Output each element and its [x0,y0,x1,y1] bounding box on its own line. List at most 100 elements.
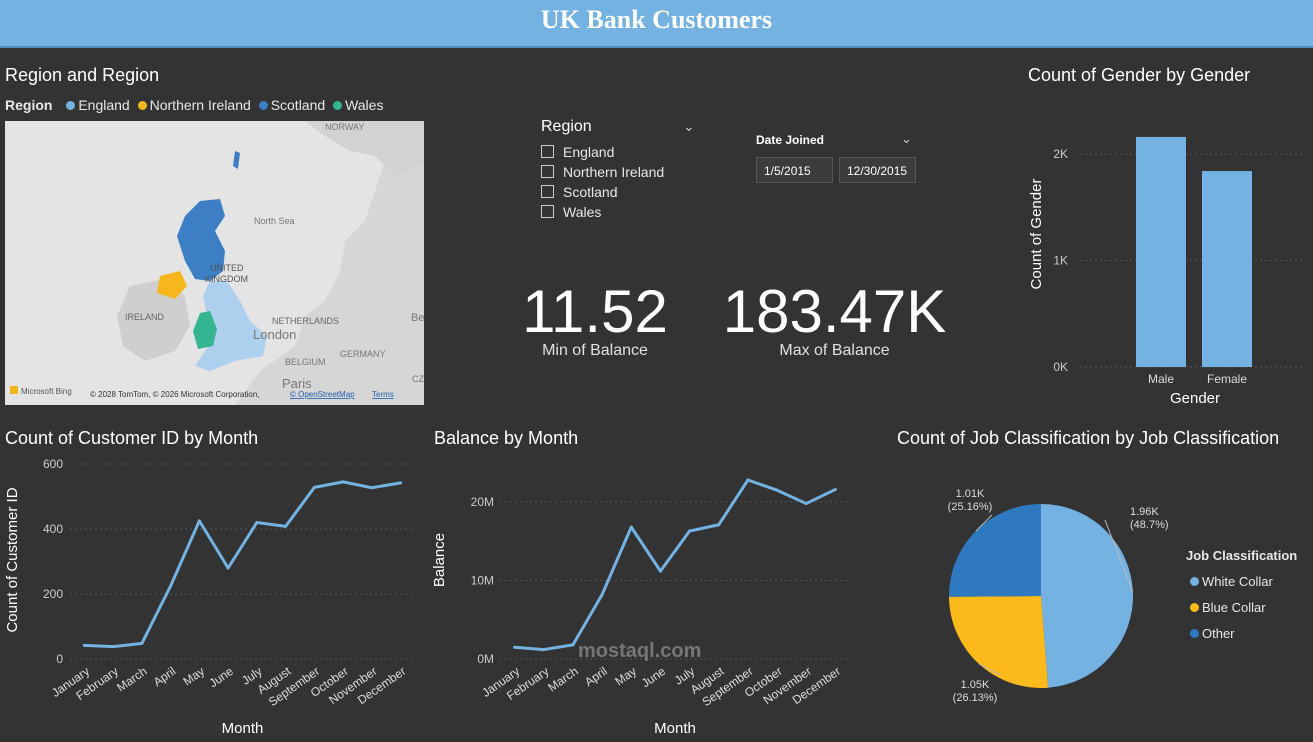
job-chart-title: Count of Job Classification by Job Class… [897,428,1280,448]
svg-text:IRELAND: IRELAND [125,312,165,322]
data-point [284,524,288,528]
terms-link[interactable]: Terms [372,390,394,399]
leader-line [975,514,993,532]
data-line [514,478,837,652]
data-point [688,529,692,533]
date-from-input[interactable]: 1/5/2015 [756,157,833,183]
slicer-item-england[interactable]: England [541,142,701,162]
data-label: 1.05K [961,679,990,691]
kpi-min-label: Min of Balance [542,342,648,359]
data-point [312,485,316,489]
svg-text:CZ: CZ [412,374,424,384]
chevron-down-icon[interactable]: ⌄ [683,118,695,134]
y-tick-label: 20M [471,495,494,509]
data-point [111,645,115,649]
legend-item-scotland[interactable]: Scotland [255,97,325,113]
job-pie-legend: Job Classification White Collar Blue Col… [1186,548,1297,647]
bar-male [1136,136,1186,367]
chevron-down-icon[interactable]: ⌄ [901,131,912,146]
map-legend-label: Region [5,97,53,113]
checkbox[interactable] [541,185,554,198]
checkbox[interactable] [541,145,554,158]
data-point [341,480,345,484]
svg-text:NORWAY: NORWAY [325,122,364,132]
slicer-item-scotland[interactable]: Scotland [541,182,701,202]
data-point [226,566,230,570]
y-axis-label: Count of Customer ID [4,487,21,632]
x-tick-label: Male [1148,372,1174,386]
kpi-max-value: 183.47K [722,278,947,345]
pie-slice-white-collar [1041,504,1134,688]
legend-dot-icon [66,101,76,110]
slicer-item-wales[interactable]: Wales [541,202,701,222]
region-map[interactable]: NORWAY North Sea UNITED KINGDOM IRELAND … [5,121,424,405]
checkbox[interactable] [541,205,554,218]
legend-dot-icon [333,101,343,110]
balance-chart-title: Balance by Month [434,428,579,448]
region-slicer: Region ⌄ England Northern Ireland Scotla… [541,118,701,222]
data-label-pct: (25.16%) [948,501,993,513]
pie-legend-item-white-collar[interactable]: White Collar [1186,569,1297,595]
data-label: 1.96K [1130,506,1159,518]
pie-slice-blue-collar [949,596,1049,688]
data-point [717,523,721,527]
scotland-region[interactable] [177,199,225,281]
date-slicer: Date Joined ⌄ 1/5/2015 12/30/2015 [756,131,916,183]
y-axis-label: Count of Gender [1028,179,1045,290]
customers-chart-title: Count of Customer ID by Month [5,428,259,448]
northern-ireland-region[interactable] [157,271,187,299]
balance-line-chart: 0M 10M 20M January February March April May June… [430,450,860,737]
legend-item-northern-ireland[interactable]: Northern Ireland [134,97,251,113]
pie-slice-other [949,504,1041,597]
slicer-item-northern-ireland[interactable]: Northern Ireland [541,162,701,182]
y-tick-label: 1K [1053,254,1068,268]
data-point [571,643,575,647]
x-axis-label: Gender [1170,390,1220,407]
data-point [370,486,374,490]
y-tick-label: 400 [43,522,63,536]
x-tick-label: June [639,664,669,691]
kpi-max-balance: 183.47K Max of Balance [712,282,957,360]
data-point [399,481,403,485]
data-label-pct: (26.13%) [953,692,998,704]
wales-region[interactable] [193,311,217,349]
data-label-pct: (48.7%) [1130,519,1169,531]
svg-text:UNITED: UNITED [210,263,244,273]
svg-text:GERMANY: GERMANY [340,349,386,359]
svg-text:London: London [253,327,296,342]
data-line [84,480,401,649]
kpi-min-balance: 11.52 Min of Balance [500,282,690,360]
x-tick-label: May [180,664,207,688]
map-legend: Region England Northern Ireland Scotland… [5,97,383,113]
dashboard-header: UK Bank Customers [0,0,1313,48]
y-tick-label: 200 [43,587,63,601]
y-tick-label: 2K [1053,147,1068,161]
map-title: Region and Region [5,65,160,85]
data-point [600,593,604,597]
x-tick-label: March [545,664,580,695]
data-point [140,641,144,645]
gender-bar-chart: 0K 1K 2K Male Female Gender Count of Gender [1020,100,1310,410]
osm-link[interactable]: © OpenStreetMap [290,390,355,399]
england-region[interactable] [195,281,267,371]
svg-text:NETHERLANDS: NETHERLANDS [272,316,339,326]
data-point [255,521,259,524]
y-tick-label: 0K [1053,360,1068,374]
legend-item-wales[interactable]: Wales [329,97,383,113]
date-to-input[interactable]: 12/30/2015 [839,157,916,183]
svg-text:Be: Be [411,312,424,324]
svg-text:North Sea: North Sea [254,216,295,226]
legend-item-england[interactable]: England [62,97,130,113]
y-tick-label: 600 [43,457,63,471]
pie-legend-item-other[interactable]: Other [1186,621,1297,647]
pie-legend-item-blue-collar[interactable]: Blue Collar [1186,595,1297,621]
y-tick-label: 10M [471,574,494,588]
y-tick-label: 0M [477,652,494,666]
svg-text:Microsoft Bing: Microsoft Bing [21,387,72,396]
data-point [775,488,779,492]
data-point [197,519,201,523]
x-tick-label: April [151,664,179,689]
x-tick-label: June [206,664,236,691]
checkbox[interactable] [541,165,554,178]
data-point [746,478,750,482]
